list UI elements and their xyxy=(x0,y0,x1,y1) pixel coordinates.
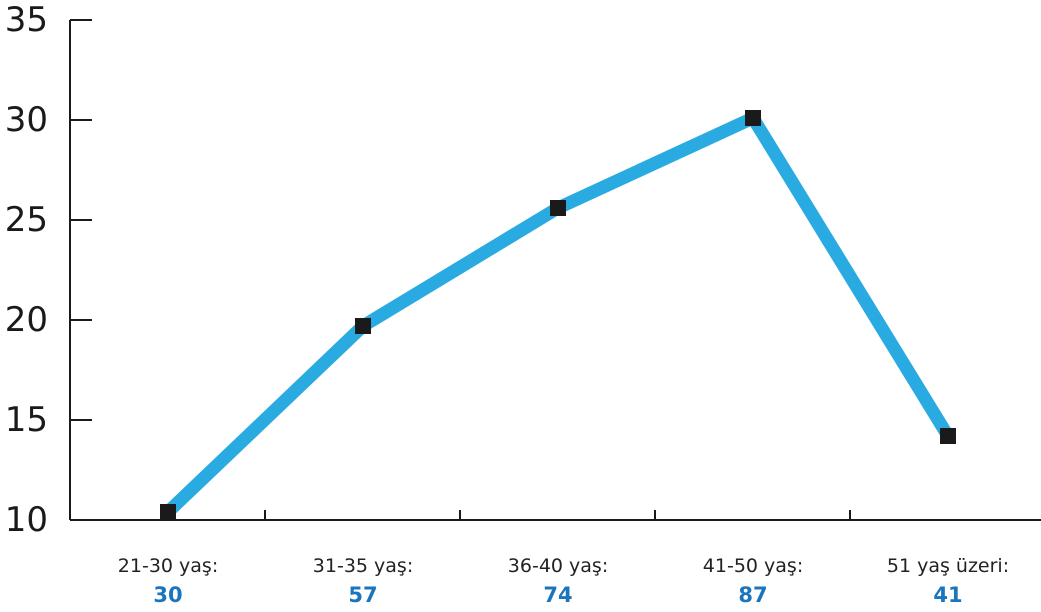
x-count-label: 87 xyxy=(738,583,767,607)
x-count-label: 57 xyxy=(348,583,377,607)
data-point-marker xyxy=(355,318,371,334)
category-labels-group: 21-30 yaş: 30 31-35 yaş: 57 36-40 yaş: 74 41-5… xyxy=(118,555,1009,607)
series-group xyxy=(160,110,956,520)
x-category-label: 51 yaş üzeri: xyxy=(887,555,1009,577)
x-ticks-group xyxy=(264,510,851,520)
x-count-label: 30 xyxy=(153,583,182,607)
x-count-label: 41 xyxy=(933,583,962,607)
x-category-label: 41-50 yaş: xyxy=(703,555,803,577)
y-tick-label: 10 xyxy=(5,500,48,540)
data-point-marker xyxy=(160,504,176,520)
y-tick-label: 35 xyxy=(5,0,48,40)
series-line xyxy=(163,111,954,517)
x-count-label: 74 xyxy=(543,583,572,607)
data-point-marker xyxy=(940,428,956,444)
y-ticks-group: 10 15 20 25 30 35 xyxy=(5,0,92,540)
y-tick-label: 30 xyxy=(5,100,48,140)
y-tick-label: 20 xyxy=(5,300,48,340)
x-category-label: 21-30 yaş: xyxy=(118,555,218,577)
data-point-marker xyxy=(550,200,566,216)
x-category-label: 31-35 yaş: xyxy=(313,555,413,577)
data-point-marker xyxy=(745,110,761,126)
y-tick-label: 25 xyxy=(5,200,48,240)
y-tick-label: 15 xyxy=(5,400,48,440)
x-category-label: 36-40 yaş: xyxy=(508,555,608,577)
